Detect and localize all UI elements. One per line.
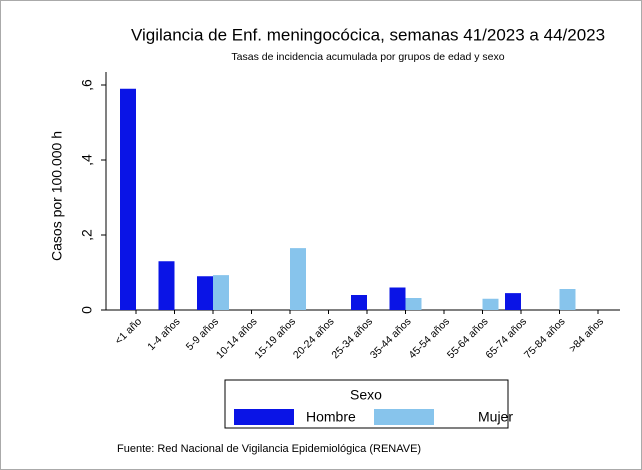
bar	[120, 88, 136, 310]
y-tick-label: ,4	[79, 154, 95, 166]
legend-swatch	[374, 409, 434, 425]
chart-subtitle: Tasas de incidencia acumulada por grupos…	[231, 51, 504, 63]
legend-swatch	[234, 409, 294, 425]
chart-title: Vigilancia de Enf. meningocócica, semana…	[131, 25, 605, 44]
bar	[351, 295, 367, 310]
y-axis-label: Casos por 100.000 h	[49, 131, 65, 261]
bar	[158, 261, 175, 310]
legend-label: Mujer	[478, 409, 513, 425]
bar	[559, 289, 576, 310]
legend-label: Hombre	[306, 409, 356, 425]
bar	[389, 287, 406, 310]
bar	[405, 298, 422, 310]
source: Fuente: Red Nacional de Vigilancia Epide…	[117, 443, 421, 455]
bar	[290, 248, 306, 310]
bar	[213, 275, 229, 310]
y-tick-label: ,2	[79, 229, 95, 241]
bar	[482, 298, 499, 310]
bar	[505, 293, 521, 310]
y-tick-label: 0	[79, 306, 95, 314]
bar	[197, 276, 213, 310]
y-tick-label: ,6	[79, 79, 95, 91]
legend-title: Sexo	[350, 387, 382, 403]
